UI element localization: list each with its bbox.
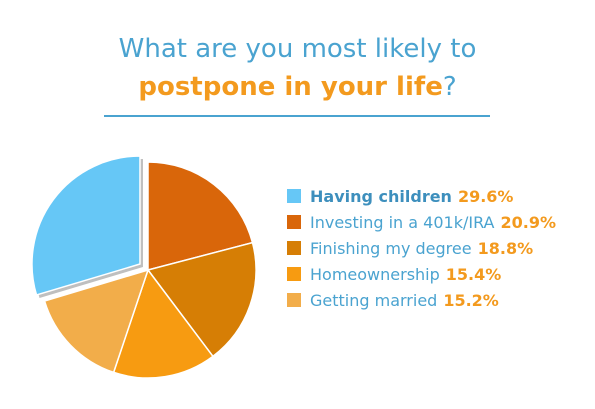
title-line-1: What are you most likely to (118, 34, 477, 64)
legend-item: Investing in a 401k/IRA 20.9% (287, 210, 556, 234)
title-highlight: postpone in your life (138, 72, 443, 102)
legend-value: 15.2% (443, 290, 499, 310)
legend-item: Getting married 15.2% (287, 288, 556, 312)
legend-label: Having children (310, 186, 452, 206)
legend-swatch (287, 293, 301, 307)
title-line-2: postpone in your life? (0, 68, 595, 106)
pie-slice (43, 268, 150, 374)
legend-swatch (287, 215, 301, 229)
chart-title: What are you most likely to postpone in … (0, 30, 595, 106)
legend-label: Getting married (310, 290, 438, 310)
legend-label: Investing in a 401k/IRA (310, 212, 495, 232)
legend-value: 18.8% (477, 238, 534, 258)
title-divider (104, 115, 490, 117)
legend-item: Homeownership 15.4% (287, 262, 556, 286)
pie-slice (31, 155, 141, 296)
pie-slice (147, 161, 254, 271)
legend-value: 29.6% (457, 186, 514, 206)
legend-swatch (287, 267, 301, 281)
legend-swatch (287, 189, 301, 203)
pie-slice (112, 268, 214, 379)
legend-label: Homeownership (310, 264, 440, 284)
legend-swatch (287, 241, 301, 255)
legend-item: Finishing my degree 18.8% (287, 236, 556, 260)
legend-item: Having children 29.6% (287, 184, 556, 208)
pie-chart (31, 155, 257, 379)
legend-value: 15.4% (445, 264, 502, 284)
legend-value: 20.9% (500, 212, 557, 232)
legend-label: Finishing my degree (310, 238, 472, 258)
title-question-mark: ? (442, 72, 457, 102)
legend: Having children 29.6% Investing in a 401… (287, 184, 556, 314)
pie-slice (146, 241, 257, 358)
